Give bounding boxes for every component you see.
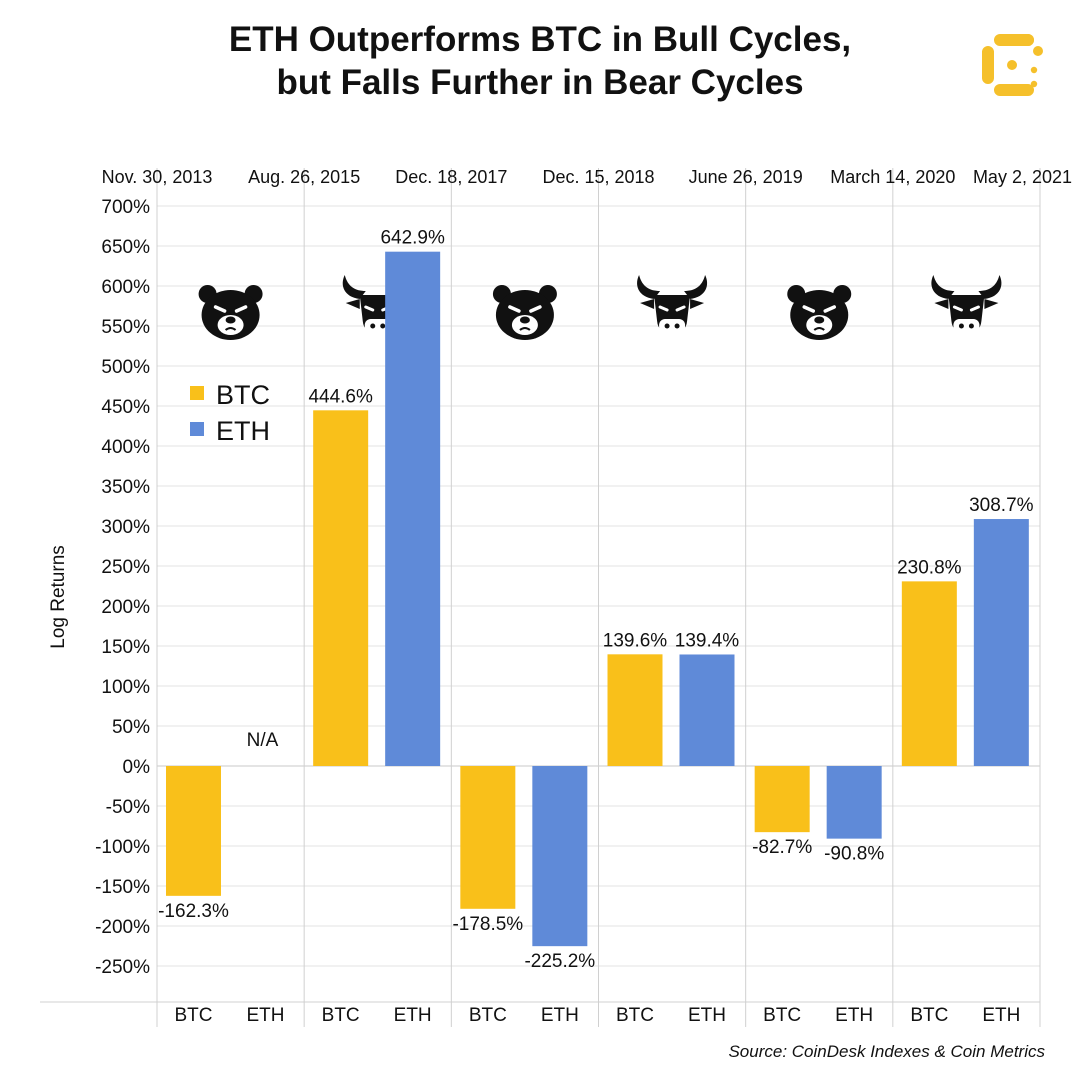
btc-bar bbox=[754, 766, 810, 833]
category-label: BTC bbox=[763, 1005, 801, 1026]
category-label: BTC bbox=[322, 1005, 360, 1026]
market-icons bbox=[198, 275, 1002, 340]
bear-icon bbox=[492, 285, 557, 340]
bull-icon bbox=[931, 275, 1002, 333]
category-label: ETH bbox=[982, 1005, 1020, 1026]
data-label: -82.7% bbox=[752, 837, 812, 858]
y-tick-label: 50% bbox=[112, 717, 150, 738]
eth-bar bbox=[973, 519, 1029, 766]
y-tick-label: 600% bbox=[101, 277, 150, 298]
btc-bar bbox=[607, 654, 663, 766]
y-tick-label: 300% bbox=[101, 517, 150, 538]
chart-title-line2: but Falls Further in Bear Cycles bbox=[276, 63, 804, 102]
y-tick-label: 450% bbox=[101, 397, 150, 418]
category-label: ETH bbox=[688, 1005, 726, 1026]
y-tick-label: -50% bbox=[106, 797, 150, 818]
y-tick-label: 700% bbox=[101, 197, 150, 218]
y-tick-label: 500% bbox=[101, 357, 150, 378]
eth-bar bbox=[679, 654, 735, 766]
legend-swatch bbox=[190, 422, 204, 436]
data-label: -90.8% bbox=[824, 844, 884, 865]
legend-label: BTC bbox=[216, 380, 270, 410]
date-label: Nov. 30, 2013 bbox=[102, 167, 213, 187]
y-tick-label: -150% bbox=[95, 877, 150, 898]
category-label: ETH bbox=[835, 1005, 873, 1026]
date-label: June 26, 2019 bbox=[689, 167, 803, 187]
y-tick-label: 200% bbox=[101, 597, 150, 618]
category-label: BTC bbox=[469, 1005, 507, 1026]
y-tick-label: -100% bbox=[95, 837, 150, 858]
bull-icon bbox=[637, 275, 708, 333]
legend-label: ETH bbox=[216, 416, 270, 446]
data-label: -178.5% bbox=[452, 914, 523, 935]
coindesk-logo-icon bbox=[982, 34, 1043, 96]
chart-title-line1: ETH Outperforms BTC in Bull Cycles, bbox=[228, 20, 852, 59]
eth-bar bbox=[826, 766, 882, 839]
y-axis-label: Log Returns bbox=[48, 545, 69, 649]
data-labels: -162.3% N/A BTC ETH 444.6% 642.9% BTC ETH -178.5… bbox=[158, 228, 1034, 1026]
data-label: -225.2% bbox=[524, 951, 595, 972]
legend: BTC ETH bbox=[190, 380, 270, 446]
btc-bar bbox=[166, 766, 221, 896]
y-tick-label: 100% bbox=[101, 677, 150, 698]
y-tick-label: 0% bbox=[123, 757, 151, 778]
data-label: 139.4% bbox=[675, 630, 740, 651]
bear-icon bbox=[787, 285, 852, 340]
gridlines bbox=[40, 168, 1041, 1027]
bars bbox=[166, 251, 1029, 947]
eth-bar bbox=[385, 251, 441, 766]
category-label: BTC bbox=[910, 1005, 948, 1026]
category-label: ETH bbox=[247, 1005, 285, 1026]
date-label: Aug. 26, 2015 bbox=[248, 167, 360, 187]
y-tick-label: 650% bbox=[101, 237, 150, 258]
data-label: 308.7% bbox=[969, 495, 1034, 516]
eth-bar bbox=[532, 766, 588, 947]
data-label: 444.6% bbox=[308, 386, 373, 407]
data-label: -162.3% bbox=[158, 901, 229, 922]
chart-title: ETH Outperforms BTC in Bull Cycles, but … bbox=[0, 18, 1080, 104]
source-note: Source: CoinDesk Indexes & Coin Metrics bbox=[728, 1042, 1045, 1061]
y-tick-label: 250% bbox=[101, 557, 150, 578]
y-tick-labels: 700% 650% 600% 550% 500% 450% 400% 350% 300% 250%… bbox=[95, 197, 150, 978]
data-label: 230.8% bbox=[897, 557, 962, 578]
date-label: Dec. 15, 2018 bbox=[542, 167, 654, 187]
btc-bar bbox=[313, 410, 369, 766]
date-labels: Nov. 30, 2013 Aug. 26, 2015 Dec. 18, 2017 D… bbox=[102, 167, 1072, 187]
btc-bar bbox=[460, 766, 516, 909]
y-tick-label: -250% bbox=[95, 957, 150, 978]
date-label: March 14, 2020 bbox=[830, 167, 955, 187]
category-label: BTC bbox=[175, 1005, 213, 1026]
date-label: May 2, 2021 bbox=[973, 167, 1072, 187]
category-label: BTC bbox=[616, 1005, 654, 1026]
y-tick-label: 350% bbox=[101, 477, 150, 498]
date-label: Dec. 18, 2017 bbox=[395, 167, 507, 187]
legend-swatch bbox=[190, 386, 204, 400]
category-label: ETH bbox=[541, 1005, 579, 1026]
y-tick-label: 150% bbox=[101, 637, 150, 658]
data-label: 642.9% bbox=[380, 228, 445, 249]
y-tick-label: 550% bbox=[101, 317, 150, 338]
btc-bar bbox=[901, 581, 957, 766]
y-tick-label: 400% bbox=[101, 437, 150, 458]
bear-icon bbox=[198, 285, 263, 340]
data-label: 139.6% bbox=[603, 630, 668, 651]
category-label: ETH bbox=[394, 1005, 432, 1026]
y-tick-label: -200% bbox=[95, 917, 150, 938]
data-label: N/A bbox=[247, 730, 279, 751]
